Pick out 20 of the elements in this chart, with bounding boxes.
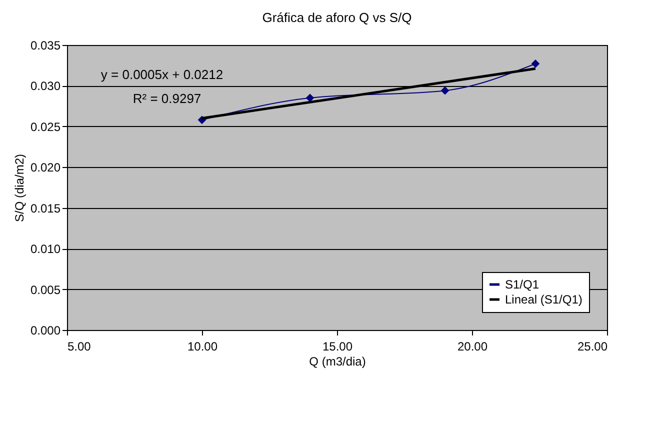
annotation: R² = 0.9297	[132, 91, 202, 106]
y-tick-label: 0.010	[30, 242, 61, 256]
y-axis-title: S/Q (dia/m2)	[12, 154, 26, 222]
y-tick-label: 0.020	[30, 160, 61, 175]
x-tick-label: 10.00	[187, 340, 218, 354]
x-axis-title: Q (m3/dia)	[309, 354, 366, 368]
legend-label: Lineal (S1/Q1)	[505, 292, 582, 306]
x-tick-label: 20.00	[457, 340, 488, 354]
x-tick-label: 5.00	[68, 340, 92, 354]
x-tick-label: 25.00	[577, 340, 608, 354]
annotation: y = 0.0005x + 0.0212	[100, 67, 224, 82]
chart-title: Gráfica de aforo Q vs S/Q	[262, 10, 412, 25]
x-tick-label: 15.00	[322, 340, 353, 354]
y-tick-label: 0.000	[30, 324, 61, 338]
legend-label: S1/Q1	[505, 278, 540, 292]
y-tick-label: 0.030	[30, 79, 61, 94]
y-tick-label: 0.015	[30, 201, 61, 216]
y-tick-label: 0.025	[30, 120, 61, 134]
y-tick-label: 0.005	[30, 282, 61, 297]
y-tick-label: 0.035	[30, 38, 61, 52]
